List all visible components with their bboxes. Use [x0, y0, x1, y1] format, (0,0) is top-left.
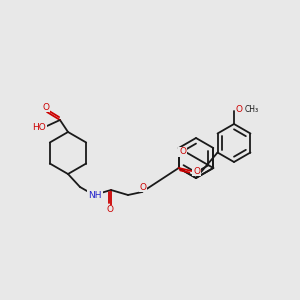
Text: O: O [179, 148, 186, 157]
Text: O: O [193, 167, 200, 176]
Text: CH₃: CH₃ [245, 106, 259, 115]
Text: NH: NH [88, 190, 102, 200]
Text: HO: HO [32, 122, 46, 131]
Text: O: O [43, 103, 50, 112]
Text: O: O [106, 206, 113, 214]
Text: O: O [236, 106, 242, 115]
Text: O: O [140, 182, 146, 191]
